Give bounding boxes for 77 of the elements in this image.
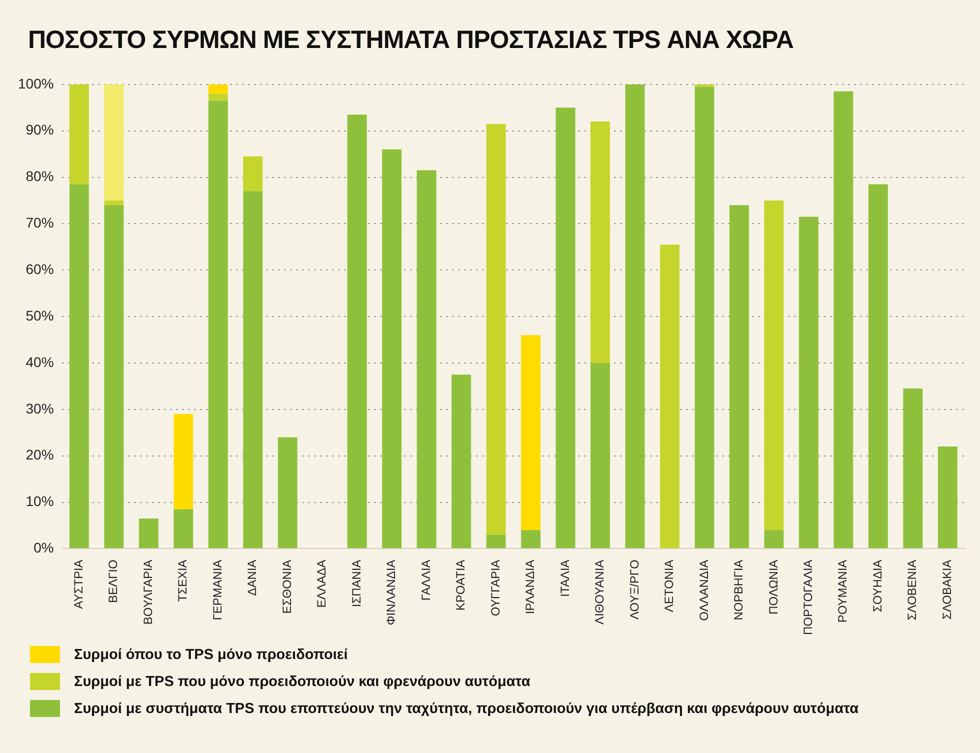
bar <box>104 200 124 206</box>
bar <box>729 205 749 548</box>
bar <box>208 84 228 94</box>
bar <box>243 191 263 548</box>
bar <box>486 124 506 535</box>
bar <box>69 184 89 548</box>
chart-title: ΠΟΣΟΣΤΟ ΣΥΡΜΩΝ ΜΕ ΣΥΣΤΗΜΑΤΑ ΠΡΟΣΤΑΣΙΑΣ TPS ΑΝΑ ΧΩΡΑ <box>28 26 794 55</box>
bar <box>521 335 540 530</box>
bar <box>208 94 228 101</box>
bar <box>590 362 610 548</box>
bar <box>138 518 158 548</box>
legend-label: Συρμοί με TPS που μόνο προειδοποιούν και φρενάρουν αυτόματα <box>74 674 530 690</box>
y-tick-label: 30% <box>26 400 54 416</box>
x-tick-label: ΟΥΓΓΑΡΙΑ <box>488 560 502 616</box>
x-tick-label: ΛΕΤΟΝΙΑ <box>662 560 676 612</box>
x-tick-label: ΕΣΘΟΝΙΑ <box>280 560 294 614</box>
x-tick-label: ΓΑΛΛΙΑ <box>418 560 433 601</box>
y-tick-label: 0% <box>34 540 54 556</box>
bar <box>104 84 124 200</box>
bar <box>347 114 367 548</box>
bar <box>486 534 506 548</box>
x-tick-label: ΒΕΛΓΙΟ <box>106 560 120 603</box>
y-tick-label: 100% <box>18 75 54 92</box>
x-tick-label: ΝΟΡΒΗΓΙΑ <box>732 560 746 620</box>
x-tick-label: ΕΛΛΑΔΑ <box>314 560 329 608</box>
y-tick-label: 10% <box>26 493 54 510</box>
bar <box>764 200 784 530</box>
bar <box>903 388 923 548</box>
bar <box>69 84 89 184</box>
y-tick-label: 20% <box>26 446 54 463</box>
bar <box>764 530 784 548</box>
x-tick-label: ΔΑΝΙΑ <box>245 560 260 596</box>
x-tick-label: ΚΡΟΑΤΙΑ <box>454 560 468 611</box>
x-tick-label: ΙΣΠΑΝΙΑ <box>349 560 364 608</box>
y-tick-label: 80% <box>26 168 54 184</box>
x-tick-label: ΣΛΟΒΕΝΙΑ <box>905 560 920 620</box>
legend-label: Συρμοί με συστήματα TPS που εποπτεύουν την ταχύτητα, προειδοποιούν για υπέρβαση και φρενάρουν αυτόματα <box>74 700 859 716</box>
bar <box>104 205 124 548</box>
bar <box>590 122 610 363</box>
bar <box>278 437 298 548</box>
x-tick-label: ΡΟΥΜΑΝΙΑ <box>836 560 850 623</box>
x-tick-label: ΣΛΟΒΑΚΙΑ <box>940 560 954 620</box>
bar <box>174 414 194 510</box>
x-tick-label: ΣΟΥΗΔΙΑ <box>870 560 884 612</box>
x-tick-label: ΟΛΛΑΝΔΙΑ <box>696 560 711 621</box>
x-tick-label: ΛΙΘΟΥΑΝΙΑ <box>592 560 607 624</box>
bar <box>174 509 194 548</box>
bar <box>416 170 436 548</box>
bar <box>521 530 540 548</box>
y-tick-label: 70% <box>26 214 54 231</box>
legend-label: Συρμοί όπου το TPS μόνο προειδοποιεί <box>74 646 348 662</box>
bar <box>452 374 472 548</box>
x-tick-label: ΤΣΕΧΙΑ <box>176 560 190 602</box>
bar <box>798 216 818 548</box>
x-tick-label: ΑΥΣΤΡΙΑ <box>71 560 86 609</box>
y-tick-label: 50% <box>26 307 54 324</box>
bar <box>694 86 714 548</box>
y-tick-label: 40% <box>26 354 54 370</box>
x-tick-label: ΒΟΥΛΓΑΡΙΑ <box>140 560 155 625</box>
x-tick-label: ΦΙΝΛΑΝΔΙΑ <box>384 560 398 626</box>
bar <box>243 156 263 192</box>
x-tick-label: ΓΕΡΜΑΝΙΑ <box>210 560 224 620</box>
bar <box>556 108 576 548</box>
bar <box>660 244 680 548</box>
x-tick-label: ΛΟΥΞ/ΡΓΟ <box>627 560 642 620</box>
x-tick-label: ΙΤΑΛΙΑ <box>558 560 572 597</box>
y-tick-label: 90% <box>26 122 54 138</box>
x-tick-label: ΠΟΛΩΝΙΑ <box>766 560 780 614</box>
bar <box>382 149 402 548</box>
y-tick-label: 60% <box>26 260 54 277</box>
bar <box>625 84 645 548</box>
bar <box>938 446 958 548</box>
bar <box>868 184 888 548</box>
x-tick-label: ΠΟΡΤΟΓΑΛΙΑ <box>800 560 815 636</box>
bar <box>208 100 228 548</box>
bar <box>834 91 854 548</box>
x-tick-label: ΙΡΛΑΝΔΙΑ <box>523 560 538 614</box>
